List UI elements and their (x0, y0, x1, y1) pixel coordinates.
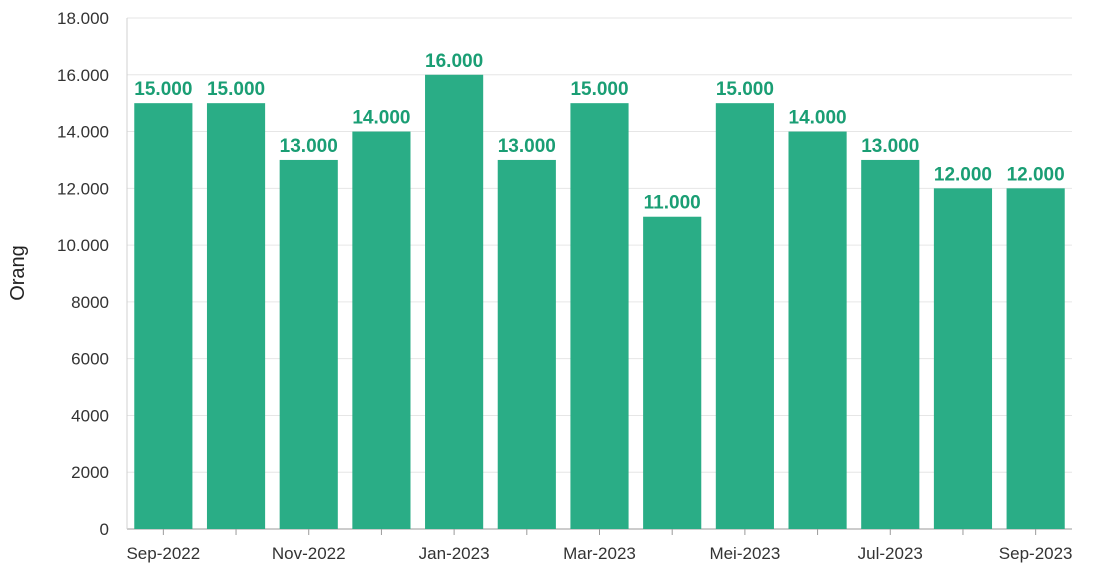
bar (352, 131, 411, 530)
x-tick-label: Mei-2023 (709, 544, 780, 563)
data-label: 11.000 (644, 193, 701, 214)
x-tick-label: Jan-2023 (419, 544, 490, 563)
data-label: 15.000 (570, 79, 628, 100)
y-tick-label: 14.000 (57, 123, 109, 142)
y-tick-label: 2000 (71, 463, 109, 482)
y-axis: 0 2000 4000 6000 8000 10.000 12.000 14.000 16.00… (57, 9, 109, 539)
y-tick-label: 0 (100, 520, 109, 539)
data-label: 14.000 (352, 108, 410, 129)
data-label: 13.000 (498, 136, 556, 157)
bar (788, 131, 847, 530)
data-label: 15.000 (134, 79, 192, 100)
bar (206, 103, 266, 530)
x-tick-label: Nov-2022 (272, 544, 346, 563)
bar (1006, 188, 1065, 530)
y-tick-label: 4000 (71, 406, 109, 425)
x-tick-label: Jul-2023 (858, 544, 923, 563)
y-axis-title: Orang (7, 245, 29, 301)
bars (134, 74, 1065, 530)
data-label: 15.000 (716, 79, 774, 100)
x-tick-label: Sep-2022 (126, 544, 200, 563)
data-label: 12.000 (934, 164, 992, 185)
bar (715, 103, 774, 530)
bar (861, 159, 920, 529)
y-tick-label: 16.000 (57, 66, 109, 85)
data-label: 14.000 (789, 108, 847, 129)
data-label: 12.000 (1007, 164, 1065, 185)
bar (643, 216, 702, 529)
y-tick-label: 6000 (71, 350, 109, 369)
y-tick-label: 10.000 (57, 236, 109, 255)
data-label: 13.000 (280, 136, 338, 157)
data-label: 16.000 (425, 51, 483, 72)
bar (933, 188, 993, 530)
x-axis: Sep-2022 Nov-2022 Jan-2023 Mar-2023 Mei-2023… (126, 529, 1073, 563)
bar (425, 74, 484, 530)
bar (570, 103, 629, 530)
x-tick-label: Mar-2023 (563, 544, 636, 563)
x-tick-label: Sep-2023 (999, 544, 1073, 563)
data-label: 13.000 (861, 136, 919, 157)
bar (279, 159, 338, 529)
data-labels: 15.000 15.000 13.000 14.000 16.000 13.000 15.0… (134, 51, 1064, 214)
y-tick-label: 12.000 (57, 179, 109, 198)
y-tick-label: 18.000 (57, 9, 109, 28)
bar (497, 159, 556, 529)
data-label: 15.000 (207, 79, 265, 100)
bar (134, 103, 193, 530)
y-tick-label: 8000 (71, 293, 109, 312)
